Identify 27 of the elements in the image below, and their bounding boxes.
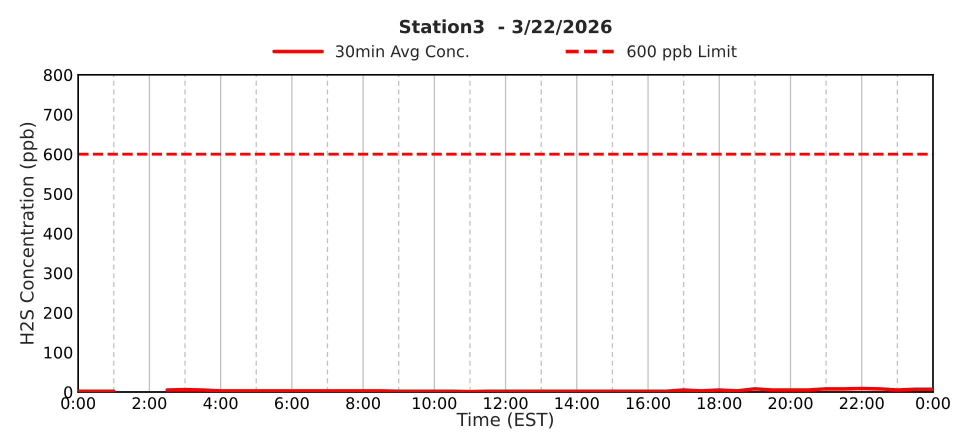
- y-tick-label: 600: [44, 148, 72, 160]
- x-tick-label: 4:00: [203, 397, 238, 410]
- x-tick-label: 18:00: [698, 397, 742, 410]
- y-tick-label: 400: [44, 228, 72, 240]
- x-tick-label: 10:00: [413, 397, 456, 410]
- x-tick-label: 14:00: [556, 397, 599, 410]
- x-tick-label: 12:00: [484, 397, 528, 410]
- chart-title: Station3 - 3/22/2026: [400, 19, 612, 35]
- y-tick-label: 800: [44, 69, 72, 82]
- y-tick-label: 300: [44, 267, 72, 280]
- y-tick-label: 500: [44, 188, 72, 200]
- x-tick-label: 16:00: [626, 397, 670, 410]
- legend-label: 600 ppb Limit: [628, 44, 737, 60]
- x-tick-label: 6:00: [275, 397, 309, 410]
- x-axis-title: Time (EST): [456, 412, 553, 428]
- y-tick-label: 200: [44, 306, 72, 319]
- x-tick-label: 0:00: [916, 397, 950, 410]
- legend-label: 30min Avg Conc.: [336, 44, 468, 60]
- x-tick-label: 22:00: [840, 397, 884, 410]
- y-tick-label: 0: [64, 386, 72, 398]
- y-axis-title: H2S Concentration (ppb): [20, 122, 38, 344]
- y-tick-label: 700: [44, 108, 72, 121]
- x-tick-label: 0:00: [61, 397, 96, 410]
- y-tick-label: 100: [44, 346, 72, 359]
- x-tick-label: 20:00: [768, 397, 812, 410]
- x-tick-label: 8:00: [346, 397, 380, 410]
- x-tick-label: 2:00: [132, 397, 166, 410]
